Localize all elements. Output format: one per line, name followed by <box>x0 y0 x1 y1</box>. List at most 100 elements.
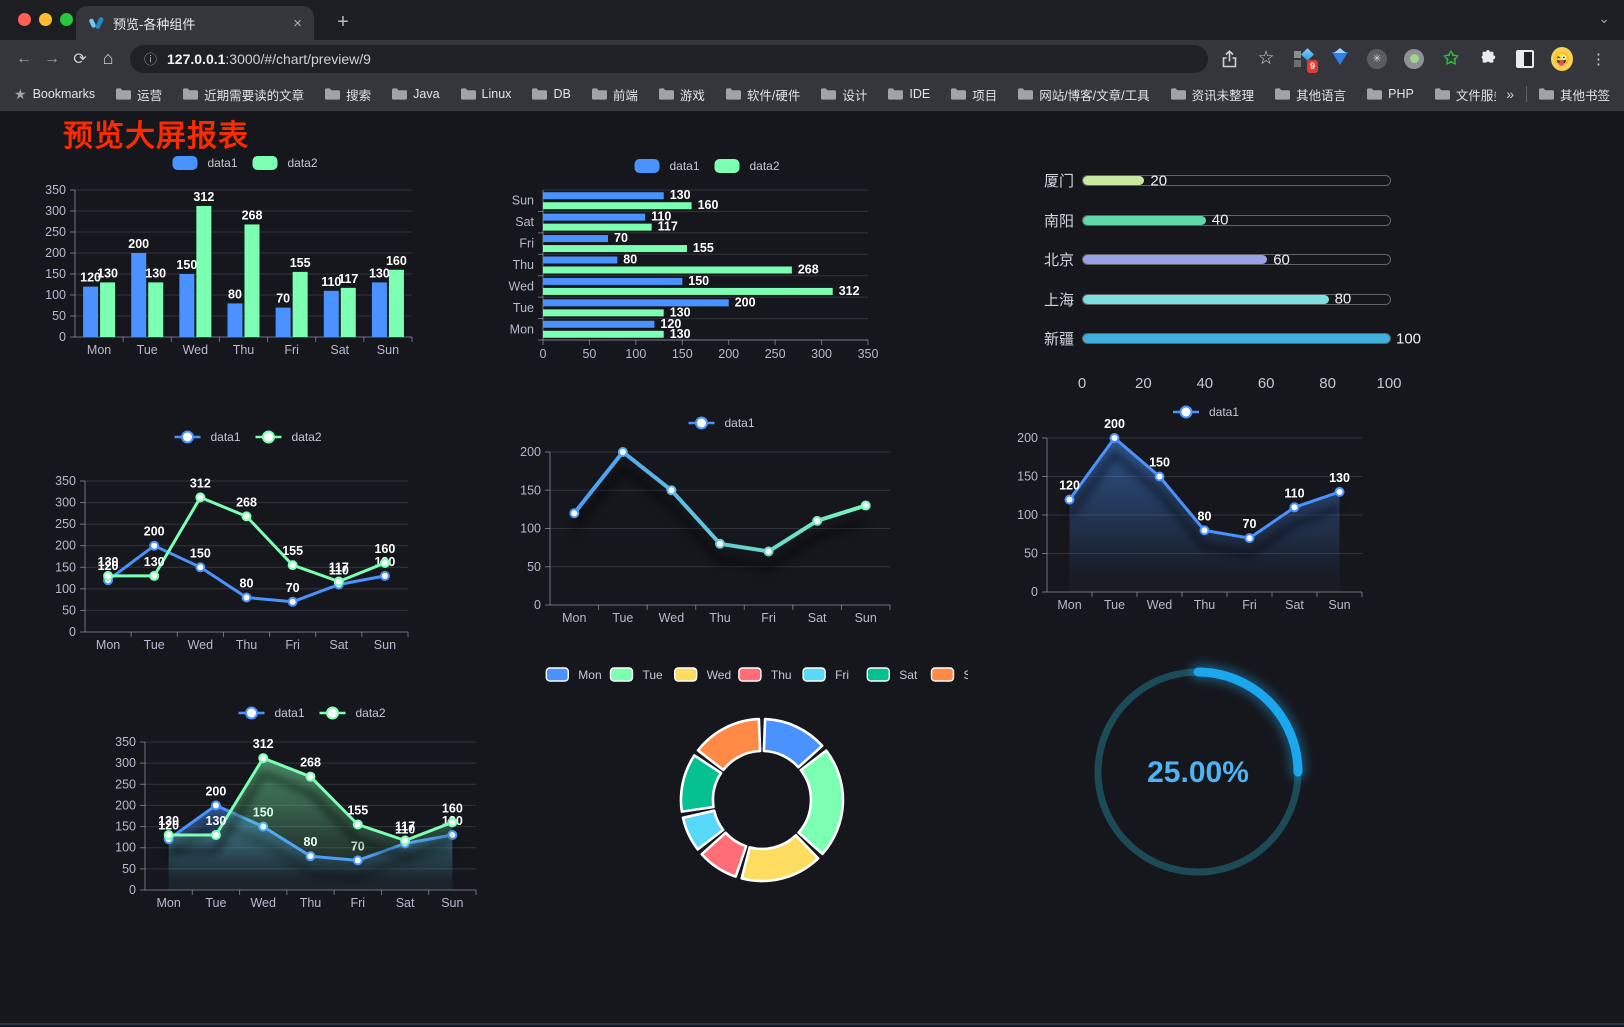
tab-search-chevron-icon[interactable]: ⌄ <box>1598 10 1610 26</box>
browser-tab[interactable]: 预览-各种组件 × <box>76 6 314 40</box>
share-icon[interactable] <box>1218 48 1240 70</box>
bookmark-item[interactable]: Java <box>392 87 440 101</box>
svg-text:Wed: Wed <box>659 611 685 625</box>
extension-recorder-icon[interactable] <box>1403 48 1425 70</box>
svg-text:data2: data2 <box>356 706 386 720</box>
folder-icon <box>591 88 607 100</box>
svg-text:117: 117 <box>338 272 358 286</box>
forward-icon[interactable]: → <box>44 49 60 67</box>
svg-text:120: 120 <box>80 271 101 285</box>
area-line-chart[interactable]: data1 0 50 100 150 200 Mon Tue Wed Thu Fri Sat Sun 12… <box>968 395 1438 620</box>
chart-canvas[interactable]: data1 data2 0 50 100 150 200 250 300 350 Mon Tue Wed… <box>28 648 498 918</box>
chart-canvas[interactable]: Mon Tue Wed Thu Fri Sat Sun <box>498 648 968 898</box>
horizontal-bar-chart[interactable]: data1 data2 Mon Tue Wed Thu Fri Sat Sun 0 50 100 150… <box>498 148 968 393</box>
svg-text:150: 150 <box>190 546 211 560</box>
svg-text:120: 120 <box>1059 479 1080 493</box>
home-icon[interactable]: ⌂ <box>102 48 114 68</box>
percent-gauge-chart[interactable]: 25.00% <box>968 648 1438 898</box>
new-tab-button[interactable]: + <box>337 10 349 33</box>
extension-settings-icon[interactable]: ✳ <box>1366 48 1388 70</box>
chart-canvas[interactable]: data1 0 50 100 150 200 Mon Tue Wed Thu Fri Sat Sun <box>498 395 968 630</box>
bookmark-item[interactable]: 其他语言 <box>1275 85 1346 104</box>
minimize-window-button[interactable] <box>39 13 52 26</box>
svg-text:155: 155 <box>282 544 303 558</box>
bookmark-item[interactable]: 网站/博客/文章/工具 <box>1018 85 1150 104</box>
extension-green-star-icon[interactable]: ✩ <box>1443 48 1459 68</box>
progress-fill <box>1083 294 1329 304</box>
bookmark-item[interactable]: IDE <box>888 87 930 101</box>
bookmarks-star-icon: ★ <box>14 85 27 102</box>
svg-text:312: 312 <box>253 737 274 751</box>
window-controls <box>18 13 73 26</box>
bookmark-item[interactable]: 运营 <box>116 85 162 104</box>
bookmark-item[interactable]: 设计 <box>821 85 867 104</box>
bookmark-item[interactable]: 近期需要读的文章 <box>183 85 304 104</box>
chart-canvas[interactable]: 25.00% <box>968 648 1438 898</box>
extensions-puzzle-icon[interactable] <box>1477 48 1499 70</box>
svg-text:Tue: Tue <box>643 668 664 682</box>
progress-fill <box>1083 215 1206 225</box>
legend: Mon Tue Wed Thu Fri Sat Sun <box>545 667 968 682</box>
folder-icon <box>1434 88 1450 100</box>
svg-text:Thu: Thu <box>233 343 255 357</box>
bookmark-item[interactable]: Linux <box>460 87 511 101</box>
back-icon[interactable]: ← <box>16 49 32 67</box>
folder-icon <box>1018 88 1034 100</box>
two-line-chart[interactable]: data1 data2 0 50 100 150 200 250 300 350 Mon Tue Wed… <box>28 395 498 660</box>
grouped-bar-chart[interactable]: data1 data2 0 50 100 150 200 250 300 350 Mon Tue Wed… <box>28 148 498 388</box>
city-progress-chart[interactable]: 厦门 20 南阳 40 北京 60 上海 80 新疆 100 0 20 40 60 80 100 <box>968 148 1438 395</box>
bookmark-label: 设计 <box>842 88 868 103</box>
bookmark-star-icon[interactable]: ☆ <box>1257 48 1275 69</box>
svg-text:160: 160 <box>698 198 719 212</box>
fullscreen-window-button[interactable] <box>60 13 73 26</box>
svg-text:268: 268 <box>300 756 321 770</box>
week-donut-chart[interactable]: Mon Tue Wed Thu Fri Sat Sun <box>498 648 968 898</box>
chart-canvas[interactable]: data1 0 50 100 150 200 Mon Tue Wed Thu Fri Sat Sun 12… <box>968 395 1438 620</box>
line-series: 130 130 312 268 155 117 160 <box>158 737 463 890</box>
progress-row: 上海 80 <box>968 280 1438 320</box>
bookmark-item[interactable]: 项目 <box>951 85 997 104</box>
svg-text:Sun: Sun <box>374 638 396 652</box>
reload-icon[interactable]: ⟳ <box>73 50 87 68</box>
gradient-line-chart[interactable]: data1 0 50 100 150 200 Mon Tue Wed Thu Fri Sat Sun <box>498 395 968 630</box>
tab-close-icon[interactable]: × <box>293 14 302 32</box>
bookmark-item[interactable]: PHP <box>1367 87 1414 101</box>
favicon-v-logo <box>89 17 104 29</box>
donut-slices <box>679 717 845 883</box>
two-area-line-chart[interactable]: data1 data2 0 50 100 150 200 250 300 350 Mon Tue Wed… <box>28 648 498 918</box>
bookmark-label: 资讯未整理 <box>1191 88 1255 103</box>
extension-proxy-icon[interactable]: 9 <box>1292 47 1318 73</box>
address-bar[interactable]: ⓘ 127.0.0.1:3000/#/chart/preview/9 <box>130 44 1208 73</box>
progress-rows: 厦门 20 南阳 40 北京 60 上海 80 新疆 100 0 20 40 60 80 100 <box>968 148 1438 395</box>
site-info-icon[interactable]: ⓘ <box>144 52 158 67</box>
svg-text:0: 0 <box>59 330 66 344</box>
close-window-button[interactable] <box>18 13 31 26</box>
chart-canvas[interactable]: data1 data2 0 50 100 150 200 250 300 350 Mon Tue Wed… <box>28 148 498 388</box>
svg-text:Wed: Wed <box>707 668 731 682</box>
dark-mode-extension-icon[interactable] <box>1514 48 1536 70</box>
svg-text:100: 100 <box>45 288 66 302</box>
svg-text:50: 50 <box>582 347 596 361</box>
profile-avatar[interactable]: 😜 <box>1551 46 1573 71</box>
bookmark-item[interactable]: DB <box>532 87 571 101</box>
browser-menu-icon[interactable]: ⋮ <box>1591 50 1607 68</box>
svg-text:80: 80 <box>1198 509 1212 523</box>
svg-text:data1: data1 <box>211 430 241 444</box>
bookmarks-overflow-icon[interactable]: » <box>1506 86 1514 102</box>
bookmark-item[interactable]: 游戏 <box>658 85 705 104</box>
bookmark-item[interactable]: 文件服务器 <box>1434 85 1496 104</box>
progress-label: 北京 <box>1043 252 1074 270</box>
progress-track: 20 <box>1082 172 1391 189</box>
page-title: 预览大屏报表 <box>63 120 249 153</box>
other-bookmarks-folder[interactable]: 其他书签 <box>1538 85 1610 104</box>
bookmark-item[interactable]: 搜索 <box>325 85 371 104</box>
bookmark-item[interactable]: 前端 <box>591 85 638 104</box>
chart-canvas[interactable]: data1 data2 0 50 100 150 200 250 300 350 Mon Tue Wed… <box>28 395 498 660</box>
bookmark-item[interactable]: 资讯未整理 <box>1170 85 1255 104</box>
extension-gem-icon[interactable] <box>1329 48 1351 70</box>
bookmark-item[interactable]: ★ Bookmarks <box>14 86 95 103</box>
bookmark-item[interactable]: 软件/硬件 <box>725 85 800 104</box>
svg-text:130: 130 <box>158 814 179 828</box>
svg-text:Tue: Tue <box>1104 598 1125 612</box>
chart-canvas[interactable]: data1 data2 Mon Tue Wed Thu Fri Sat Sun 0 50 100 150… <box>498 148 968 393</box>
